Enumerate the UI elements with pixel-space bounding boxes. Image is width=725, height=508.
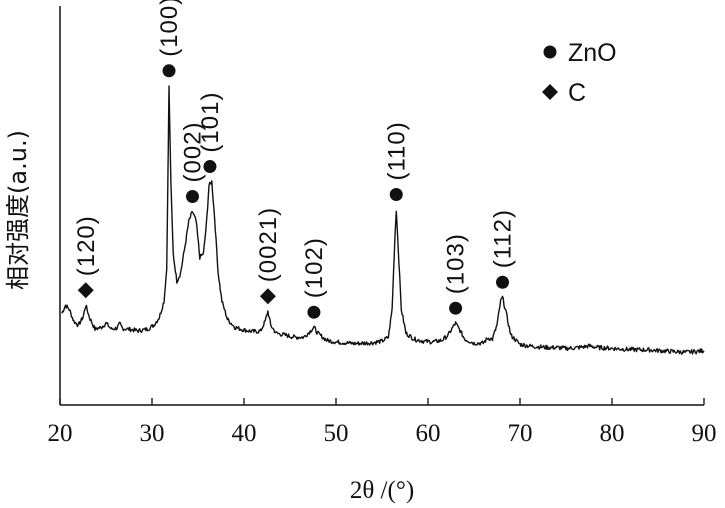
zno-peak-marker (307, 306, 320, 319)
zno-peak-marker (449, 302, 462, 315)
c-peak-marker (78, 282, 94, 298)
legend-label: C (568, 79, 586, 107)
peak-annotations: (120)(100)(002)(101)(0021) (102)(110)(103… (73, 0, 517, 319)
x-tick-label: 20 (48, 420, 73, 447)
zno-peak-marker (390, 188, 403, 201)
zno-peak-marker (496, 276, 509, 289)
x-tick-label: 50 (324, 420, 349, 447)
peak-hkl-label: (0021) (255, 207, 282, 282)
x-tick-label: 30 (140, 420, 165, 447)
peak-hkl-label: (103) (443, 233, 470, 294)
c-peak-marker (260, 288, 276, 304)
x-tick-label: 90 (692, 420, 717, 447)
zno-peak-marker (203, 160, 216, 173)
peak-hkl-label: (101) (197, 92, 224, 153)
legend-label: ZnO (568, 39, 617, 67)
legend-circle-icon (544, 46, 557, 59)
legend: ZnO C (542, 39, 617, 107)
legend-diamond-icon (542, 84, 558, 100)
x-tick-label: 80 (600, 420, 625, 447)
peak-hkl-label: (100) (156, 0, 183, 57)
x-tick-label: 70 (508, 420, 533, 447)
zno-peak-marker (186, 190, 199, 203)
y-axis-label: 相对强度(a.u.) (4, 130, 32, 290)
peak-hkl-label: (110) (383, 121, 410, 180)
x-tick-label: 60 (416, 420, 441, 447)
x-axis-label: 2θ /(°) (350, 477, 414, 504)
x-tick-label: 40 (232, 420, 257, 447)
zno-peak-marker (163, 64, 176, 77)
peak-hkl-label: (112) (490, 209, 517, 268)
peak-hkl-label: (102) (301, 237, 328, 298)
peak-hkl-label: (120) (73, 215, 100, 276)
